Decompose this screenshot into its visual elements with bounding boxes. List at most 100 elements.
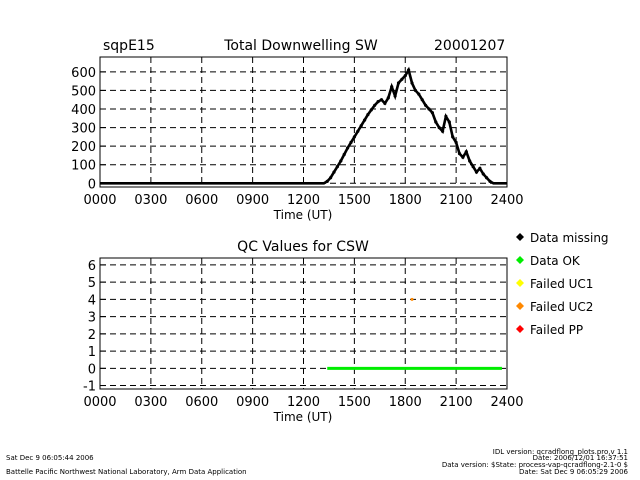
legend-item: Data missing (516, 231, 609, 245)
chart-top-data-point (366, 113, 370, 117)
legend-marker-diamond (516, 325, 524, 333)
chart-top-data-point (369, 108, 373, 112)
chart-bottom-xtick-label: 0300 (134, 395, 167, 410)
chart-top-data-point (447, 120, 451, 124)
chart-top-data-point (461, 155, 465, 159)
chart-top-data-point (474, 170, 479, 174)
chart-top-xtick-label: 0900 (236, 193, 269, 208)
chart-top-xtick-label: 2400 (490, 193, 523, 208)
chart-top-data-point (488, 179, 492, 183)
chart-top-data-point (451, 135, 455, 139)
footer-version-line: Data version: $State: process-vap-qcradf… (442, 461, 628, 469)
chart-top-data-point (339, 159, 343, 163)
chart-top-xticks: 0000 0300 0600 0900 1200 1500 1800 2100 2400 (83, 193, 523, 208)
footer-version-line: Date: 2006/12/01 16:37:51 (533, 454, 628, 462)
chart-bottom-data (327, 297, 502, 370)
chart-top-data-point (359, 124, 363, 128)
chart-top-data-point (352, 135, 356, 139)
chart-top-series-line (100, 66, 507, 185)
chart-bottom-xtick-label: 2100 (440, 395, 473, 410)
chart-top-frame (99, 56, 508, 188)
chart-bottom-ytick-label: 1 (88, 345, 96, 360)
legend-label: Failed PP (530, 323, 583, 337)
chart-bottom-title: QC Values for CSW (237, 239, 369, 255)
chart-top-data-point (342, 152, 346, 157)
legend-marker-diamond (516, 233, 524, 241)
chart-bottom-frame (99, 257, 508, 390)
chart-top-data-point (478, 166, 482, 170)
chart-top-data-point (335, 165, 339, 169)
chart-top-data-point (400, 77, 404, 81)
legend-label: Failed UC1 (530, 277, 593, 291)
chart-top-yticks: 0 100 200 300 400 500 600 (71, 66, 96, 192)
chart-top-xtick-label: 1500 (338, 193, 371, 208)
chart-top-data-point (420, 98, 424, 102)
chart-top-data-point (471, 165, 475, 169)
legend-item: Failed UC1 (516, 277, 593, 291)
chart-top-data-point (457, 152, 462, 156)
chart-bottom-ytick-label: 3 (88, 311, 96, 326)
chart-top-title: Total Downwelling SW (223, 38, 378, 54)
chart-top-data-point (332, 170, 336, 174)
chart-top-data (100, 66, 507, 185)
chart-top-data-point (410, 81, 414, 85)
legend-marker-diamond (516, 256, 524, 264)
chart-top-data-point (376, 100, 380, 104)
legend-label: Data OK (530, 254, 581, 268)
chart-bottom-ytick-label: 5 (88, 276, 96, 291)
chart-bottom-xtick-label: 1200 (287, 395, 320, 410)
footer-version-info: IDL version: qcradflong_plots.pro,v 1.1D… (442, 448, 629, 476)
chart-top-data-point (434, 120, 438, 124)
chart-top-xtick-label: 0000 (83, 193, 116, 208)
chart-bottom-xtick-label: 2400 (490, 395, 523, 410)
chart-top-data-point (441, 129, 445, 133)
chart-top-data-point (427, 107, 431, 111)
chart-bottom-ytick-label: 2 (88, 328, 96, 343)
chart-top-ytick-label: 400 (71, 103, 96, 118)
chart-top-xtick-label: 0300 (134, 193, 167, 208)
chart-bottom: QC Values for CSW -1 0 1 2 3 4 5 6 0000 0300 0600… (83, 239, 524, 424)
chart-top-data-point (379, 98, 384, 102)
chart-top: Total Downwelling SW 0 100 200 300 400 500 600… (71, 38, 523, 222)
chart-top-data-point (437, 126, 441, 130)
chart-bottom-xlabel: Time (UT) (273, 410, 333, 424)
chart-top-data-point (481, 172, 485, 176)
chart-top-ytick-label: 500 (71, 84, 96, 99)
chart-bottom-grid (100, 258, 507, 389)
chart-top-data-point (485, 176, 489, 180)
chart-top-ytick-label: 0 (88, 177, 96, 192)
chart-top-data-point (454, 140, 458, 144)
chart-top-ytick-label: 100 (71, 159, 96, 174)
chart-top-data-point (346, 146, 350, 150)
chart-top-data-point (403, 74, 407, 78)
chart-bottom-xtick-label: 0000 (83, 395, 116, 410)
chart-top-ytick-label: 200 (71, 140, 96, 155)
chart-top-data-point (325, 179, 329, 183)
chart-top-data-point (396, 81, 401, 85)
chart-top-data-point (424, 103, 428, 107)
chart-top-data-point (393, 94, 397, 98)
chart-top-data-point (383, 101, 387, 105)
chart-top-xtick-label: 2100 (440, 193, 473, 208)
site-label: sqpE15 (103, 38, 155, 54)
legend-label: Data missing (530, 231, 609, 245)
footer-org: Battelle Pacific Northwest National Labo… (6, 468, 247, 476)
legend-item: Failed PP (516, 323, 583, 337)
chart-bottom-xticks: 0000 0300 0600 0900 1200 1500 1800 2100 2400 (83, 395, 523, 410)
chart-bottom-xtick-label: 0600 (185, 395, 218, 410)
chart-top-data-point (417, 92, 421, 96)
footer-version-line: Date: Sat Dec 9 06:05:29 2006 (519, 468, 628, 476)
chart-bottom-xtick-label: 0900 (236, 395, 269, 410)
chart-bottom-yticks: -1 0 1 2 3 4 5 6 (83, 259, 96, 395)
chart-top-ytick-label: 300 (71, 122, 96, 137)
footer-date: Sat Dec 9 06:05:44 2006 (6, 454, 94, 462)
chart-top-xtick-label: 1800 (389, 193, 422, 208)
chart-bottom-ytick-label: 6 (88, 259, 96, 274)
chart-top-data-point (356, 129, 360, 133)
footer-version-line: IDL version: qcradflong_plots.pro,v 1.1 (493, 448, 628, 456)
chart-top-data-point (329, 176, 333, 180)
chart-top-data-point (430, 111, 434, 115)
chart-bottom-xtick-label: 1800 (389, 395, 422, 410)
chart-top-data-point (413, 88, 417, 92)
